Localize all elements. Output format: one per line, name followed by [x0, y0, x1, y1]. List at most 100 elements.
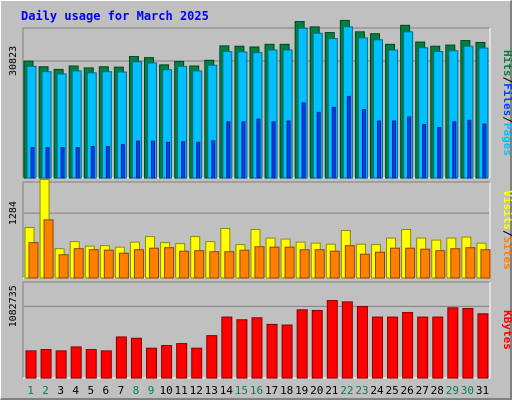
x-tick-label-day-23: 23 — [355, 384, 368, 397]
bar-sites-day-2 — [43, 219, 54, 279]
bar-pages-day-6 — [105, 145, 110, 179]
bar-pages-day-19 — [301, 102, 306, 179]
bar-sites-day-16 — [254, 246, 265, 279]
chart-title: Daily usage for March 2025 — [21, 9, 209, 23]
bar-pages-day-1 — [30, 147, 35, 179]
y-max-label: 30823 — [8, 46, 19, 76]
x-tick-label-day-18: 18 — [280, 384, 293, 397]
x-tick-label-day-6: 6 — [103, 384, 110, 397]
bar-sites-day-3 — [58, 254, 69, 279]
x-tick-label-day-22: 22 — [340, 384, 353, 397]
bar-sites-day-25 — [390, 247, 401, 279]
bar-sites-day-14 — [224, 251, 235, 279]
x-tick-label-day-12: 12 — [190, 384, 203, 397]
bar-kbytes-day-8 — [130, 337, 142, 379]
x-tick-label-day-17: 17 — [265, 384, 278, 397]
bar-pages-day-16 — [256, 118, 261, 179]
bar-sites-day-31 — [480, 249, 491, 279]
bar-kbytes-day-25 — [387, 316, 399, 379]
bar-sites-day-29 — [450, 248, 461, 279]
bar-sites-day-6 — [103, 249, 114, 279]
bar-kbytes-day-10 — [161, 345, 173, 379]
bar-pages-day-22 — [346, 95, 351, 179]
bar-kbytes-day-19 — [296, 309, 308, 379]
bar-pages-day-2 — [45, 147, 50, 179]
bar-pages-day-25 — [392, 120, 397, 179]
bar-kbytes-day-14 — [221, 316, 233, 379]
legend-item-hits: Hits — [501, 50, 512, 77]
bar-sites-day-12 — [194, 250, 205, 279]
bar-kbytes-day-28 — [432, 316, 444, 379]
y-max-label: 1284 — [8, 201, 19, 225]
bar-pages-day-8 — [135, 140, 140, 179]
bar-kbytes-day-20 — [311, 309, 323, 379]
legend-hits-files-pages: Hits/Files/Pages — [501, 50, 512, 156]
bar-pages-day-12 — [196, 141, 201, 179]
legend-item-kbytes: KBytes — [501, 310, 512, 350]
bar-pages-day-28 — [437, 126, 442, 179]
bar-sites-day-8 — [133, 249, 144, 279]
bar-kbytes-day-12 — [191, 347, 203, 379]
bar-kbytes-day-17 — [266, 323, 278, 379]
bar-sites-day-5 — [88, 249, 99, 279]
x-tick-label-day-13: 13 — [205, 384, 218, 397]
bar-sites-day-21 — [329, 250, 340, 279]
bar-sites-day-24 — [374, 251, 385, 279]
panel-hits-files-pages: 30823 Hits/Files/Pages — [8, 19, 512, 179]
bar-kbytes-day-13 — [206, 335, 218, 379]
x-tick-label-day-30: 30 — [461, 384, 474, 397]
bar-sites-day-13 — [209, 251, 220, 279]
bar-kbytes-day-5 — [85, 349, 97, 379]
legend-item-visits: Visits — [501, 190, 512, 230]
legend-separator: / — [501, 77, 512, 84]
bar-kbytes-day-27 — [417, 316, 429, 379]
panel-kbytes: 1082735 KBytes — [8, 281, 512, 379]
x-tick-label-day-10: 10 — [159, 384, 172, 397]
bar-pages-day-26 — [407, 116, 412, 179]
bar-kbytes-day-4 — [70, 346, 82, 379]
bar-pages-day-14 — [226, 121, 231, 179]
legend-separator: / — [501, 230, 512, 237]
bar-pages-day-15 — [241, 121, 246, 179]
x-tick-label-day-24: 24 — [370, 384, 384, 397]
x-tick-label-day-29: 29 — [446, 384, 459, 397]
bar-kbytes-day-15 — [236, 319, 248, 379]
bar-pages-day-18 — [286, 120, 291, 179]
legend-kbytes: KBytes — [501, 310, 512, 350]
bar-sites-day-10 — [164, 247, 175, 279]
bar-sites-day-4 — [73, 248, 84, 279]
bar-kbytes-day-3 — [55, 350, 67, 379]
x-tick-label-day-9: 9 — [148, 384, 155, 397]
legend-visits-sites: Visits/Sites — [501, 190, 512, 270]
bar-pages-day-7 — [120, 144, 125, 179]
bar-kbytes-day-23 — [356, 305, 368, 379]
x-tick-label-day-21: 21 — [325, 384, 338, 397]
bar-kbytes-day-30 — [462, 307, 474, 379]
bar-kbytes-day-16 — [251, 317, 263, 379]
bar-pages-day-4 — [75, 147, 80, 179]
y-max-label: 1082735 — [8, 285, 19, 327]
x-tick-label-day-19: 19 — [295, 384, 308, 397]
bar-pages-day-9 — [151, 140, 156, 179]
x-tick-label-day-31: 31 — [476, 384, 489, 397]
x-tick-label-day-25: 25 — [385, 384, 398, 397]
bar-sites-day-30 — [465, 247, 476, 279]
x-tick-label-day-27: 27 — [416, 384, 429, 397]
x-tick-label-day-26: 26 — [401, 384, 414, 397]
bar-pages-day-27 — [422, 123, 427, 179]
bar-pages-day-29 — [452, 121, 457, 179]
bar-pages-day-23 — [361, 109, 366, 179]
x-tick-label-day-16: 16 — [250, 384, 263, 397]
bar-pages-day-31 — [482, 123, 487, 179]
bar-pages-day-24 — [376, 120, 381, 179]
x-tick-label-day-15: 15 — [235, 384, 248, 397]
legend-item-sites: Sites — [501, 237, 512, 270]
x-tick-label-day-5: 5 — [87, 384, 94, 397]
bar-sites-day-1 — [28, 242, 39, 279]
bar-kbytes-day-29 — [447, 307, 459, 379]
x-tick-label-day-14: 14 — [220, 384, 234, 397]
bar-kbytes-day-24 — [371, 316, 383, 379]
bar-sites-day-15 — [239, 249, 250, 279]
